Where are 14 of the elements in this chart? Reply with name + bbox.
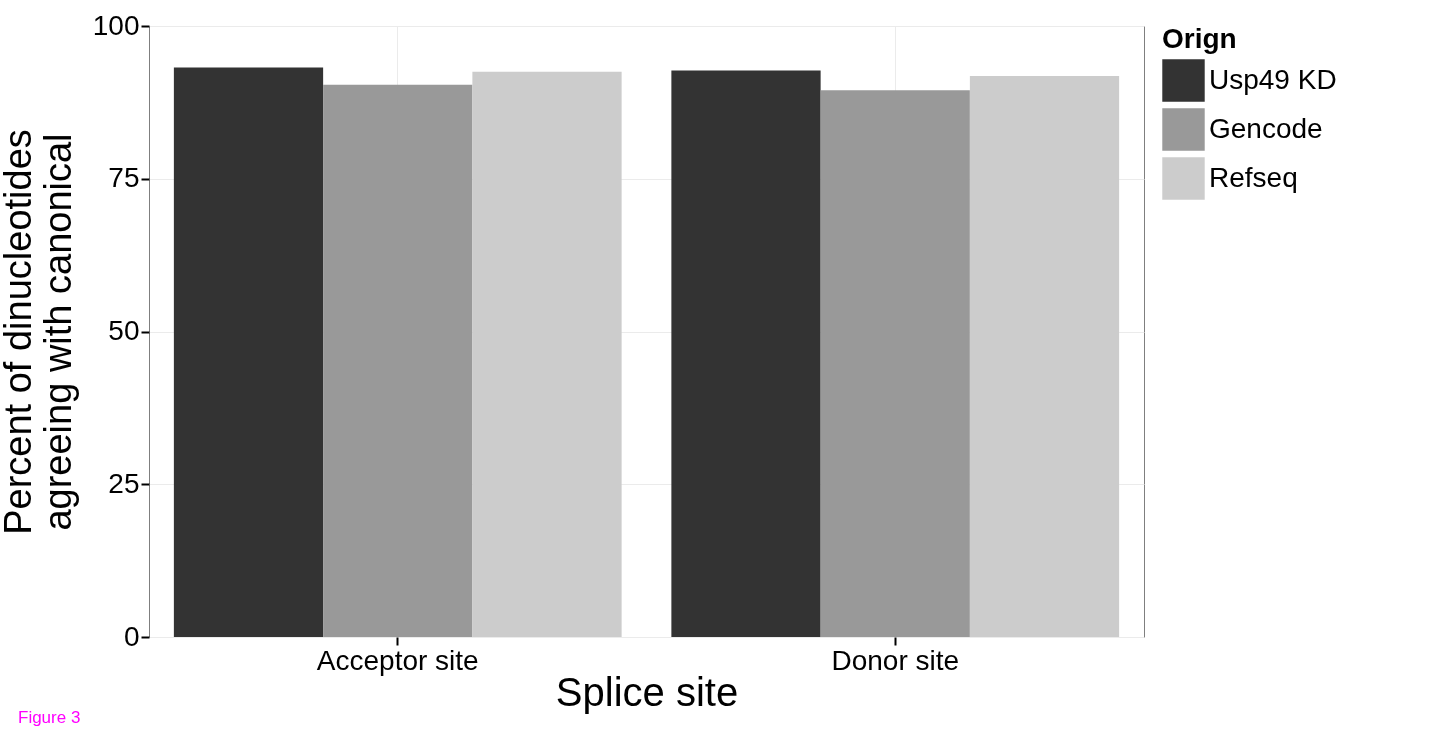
legend-label: Usp49 KD [1209,63,1337,95]
legend-label: Gencode [1209,112,1323,144]
y-tick-label: 75 [108,162,140,194]
caption: Figure 3 [18,708,81,728]
x-axis-title: Splice site [555,669,739,714]
legend-label: Refseq [1209,161,1298,193]
y-tick-label: 50 [108,315,140,346]
x-tick-label: Donor site [831,644,960,676]
x-tick-label: Acceptor site [316,644,479,676]
y-tick-label: 0 [123,620,140,652]
y-tick-label: 25 [108,467,140,499]
y-axis-title: Percent of dinucleotides agreeing with canonical [0,129,79,535]
y-tick-label: 100 [92,9,140,41]
legend-title: Orign [1162,23,1237,54]
